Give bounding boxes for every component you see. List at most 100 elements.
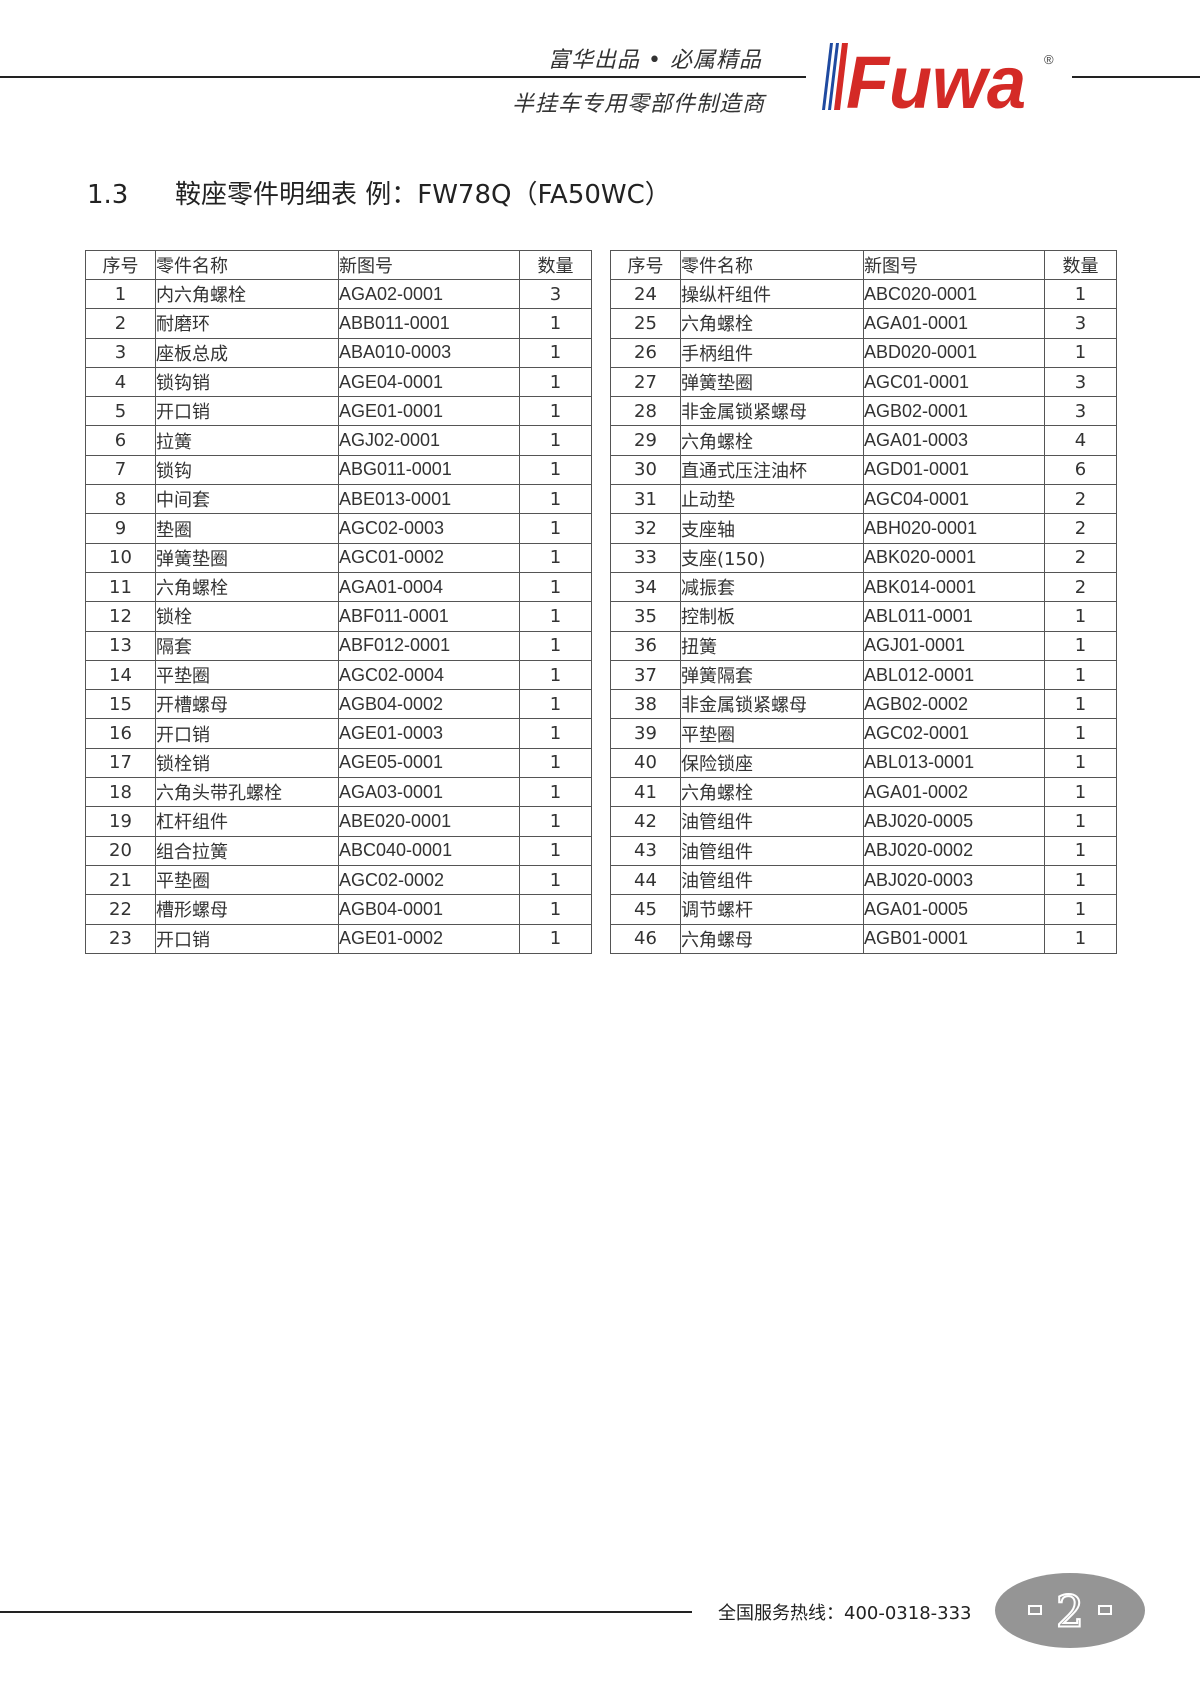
part-name: 开槽螺母 — [155, 689, 339, 720]
row-number: 10 — [85, 542, 156, 573]
part-quantity: 1 — [1044, 777, 1117, 808]
part-name: 六角螺栓 — [680, 308, 864, 339]
part-quantity: 1 — [519, 542, 592, 573]
col-header-qty: 数量 — [519, 250, 592, 280]
part-quantity: 1 — [519, 894, 592, 925]
part-quantity: 1 — [519, 601, 592, 632]
part-name: 弹簧垫圈 — [155, 542, 339, 573]
part-quantity: 1 — [1044, 689, 1117, 720]
table-row: 30 直通式压注油杯 AGD01-0001 6 — [610, 454, 1117, 486]
row-number: 12 — [85, 601, 156, 632]
part-code: ABL013-0001 — [863, 747, 1045, 779]
table-row: 20 组合拉簧 ABC040-0001 1 — [85, 835, 592, 866]
table-row: 7 锁钩 ABG011-0001 1 — [85, 454, 592, 486]
part-name: 弹簧垫圈 — [680, 366, 864, 398]
row-number: 32 — [610, 513, 681, 544]
part-name: 内六角螺栓 — [155, 278, 339, 310]
part-quantity: 2 — [1044, 571, 1117, 603]
part-code: ABF011-0001 — [338, 601, 520, 632]
table-row: 12 锁栓 ABF011-0001 1 — [85, 601, 592, 632]
table-row: 35 控制板 ABL011-0001 1 — [610, 601, 1117, 632]
logo-stripes — [822, 43, 848, 110]
row-number: 44 — [610, 864, 681, 896]
table-row: 8 中间套 ABE013-0001 1 — [85, 484, 592, 515]
table-row: 11 六角螺栓 AGA01-0004 1 — [85, 571, 592, 603]
slogan-bottom: 半挂车专用零部件制造商 — [512, 92, 766, 117]
part-name: 平垫圈 — [680, 718, 864, 749]
part-quantity: 1 — [519, 923, 592, 954]
row-number: 39 — [610, 718, 681, 749]
part-code: AGC02-0001 — [863, 718, 1045, 749]
part-name: 操纵杆组件 — [680, 278, 864, 310]
row-number: 29 — [610, 425, 681, 456]
row-number: 24 — [610, 278, 681, 310]
part-quantity: 1 — [519, 718, 592, 749]
table-row: 28 非金属锁紧螺母 AGB02-0001 3 — [610, 396, 1117, 427]
part-code: ABC040-0001 — [338, 835, 520, 866]
part-name: 六角头带孔螺栓 — [155, 777, 339, 808]
part-quantity: 1 — [519, 308, 592, 339]
part-quantity: 1 — [1044, 278, 1117, 310]
row-number: 3 — [85, 337, 156, 368]
page-number-graphic: 2 — [1028, 1586, 1112, 1639]
part-code: AGD01-0001 — [863, 454, 1045, 486]
row-number: 20 — [85, 835, 156, 866]
row-number: 14 — [85, 659, 156, 691]
table-row: 39 平垫圈 AGC02-0001 1 — [610, 718, 1117, 749]
part-code: AGB02-0002 — [863, 689, 1045, 720]
part-name: 中间套 — [155, 484, 339, 515]
part-quantity: 6 — [1044, 454, 1117, 486]
part-code: AGA01-0002 — [863, 777, 1045, 808]
part-quantity: 1 — [1044, 337, 1117, 368]
col-header-code: 新图号 — [863, 250, 1045, 280]
table-row: 34 减振套 ABK014-0001 2 — [610, 571, 1117, 603]
part-quantity: 1 — [519, 835, 592, 866]
part-quantity: 1 — [519, 484, 592, 515]
table-row: 22 槽形螺母 AGB04-0001 1 — [85, 894, 592, 925]
table-row: 18 六角头带孔螺栓 AGA03-0001 1 — [85, 777, 592, 808]
part-name: 控制板 — [680, 601, 864, 632]
part-name: 非金属锁紧螺母 — [680, 689, 864, 720]
row-number: 43 — [610, 835, 681, 866]
row-number: 6 — [85, 425, 156, 456]
part-quantity: 3 — [1044, 366, 1117, 398]
row-number: 22 — [85, 894, 156, 925]
table-row: 32 支座轴 ABH020-0001 2 — [610, 513, 1117, 544]
part-code: AGA01-0004 — [338, 571, 520, 603]
part-quantity: 1 — [519, 777, 592, 808]
part-name: 开口销 — [155, 923, 339, 954]
part-name: 平垫圈 — [155, 659, 339, 691]
table-row: 5 开口销 AGE01-0001 1 — [85, 396, 592, 427]
row-number: 23 — [85, 923, 156, 954]
col-header-name: 零件名称 — [680, 250, 864, 280]
section-title: 1.3 鞍座零件明细表 例：FW78Q（FA50WC） — [87, 174, 671, 211]
part-quantity: 1 — [519, 425, 592, 456]
part-name: 拉簧 — [155, 425, 339, 456]
part-code: AGC02-0002 — [338, 864, 520, 896]
row-number: 30 — [610, 454, 681, 486]
part-name: 耐磨环 — [155, 308, 339, 339]
part-code: AGC02-0004 — [338, 659, 520, 691]
part-code: ABK020-0001 — [863, 542, 1045, 573]
table-row: 25 六角螺栓 AGA01-0001 3 — [610, 308, 1117, 339]
row-number: 46 — [610, 923, 681, 954]
part-quantity: 1 — [519, 630, 592, 661]
part-name: 减振套 — [680, 571, 864, 603]
fuwa-logo: Fuwa ® — [822, 41, 1054, 115]
part-name: 锁钩销 — [155, 366, 339, 398]
row-number: 37 — [610, 659, 681, 691]
part-code: ABL011-0001 — [863, 601, 1045, 632]
row-number: 45 — [610, 894, 681, 925]
part-name: 六角螺栓 — [155, 571, 339, 603]
row-number: 25 — [610, 308, 681, 339]
row-number: 21 — [85, 864, 156, 896]
part-quantity: 1 — [519, 864, 592, 896]
row-number: 40 — [610, 747, 681, 779]
col-header-code: 新图号 — [338, 250, 520, 280]
part-name: 支座(150) — [680, 542, 864, 573]
part-code: AGC01-0001 — [863, 366, 1045, 398]
col-header-no: 序号 — [610, 250, 681, 280]
part-code: AGA03-0001 — [338, 777, 520, 808]
table-row: 38 非金属锁紧螺母 AGB02-0002 1 — [610, 689, 1117, 720]
part-code: ABH020-0001 — [863, 513, 1045, 544]
